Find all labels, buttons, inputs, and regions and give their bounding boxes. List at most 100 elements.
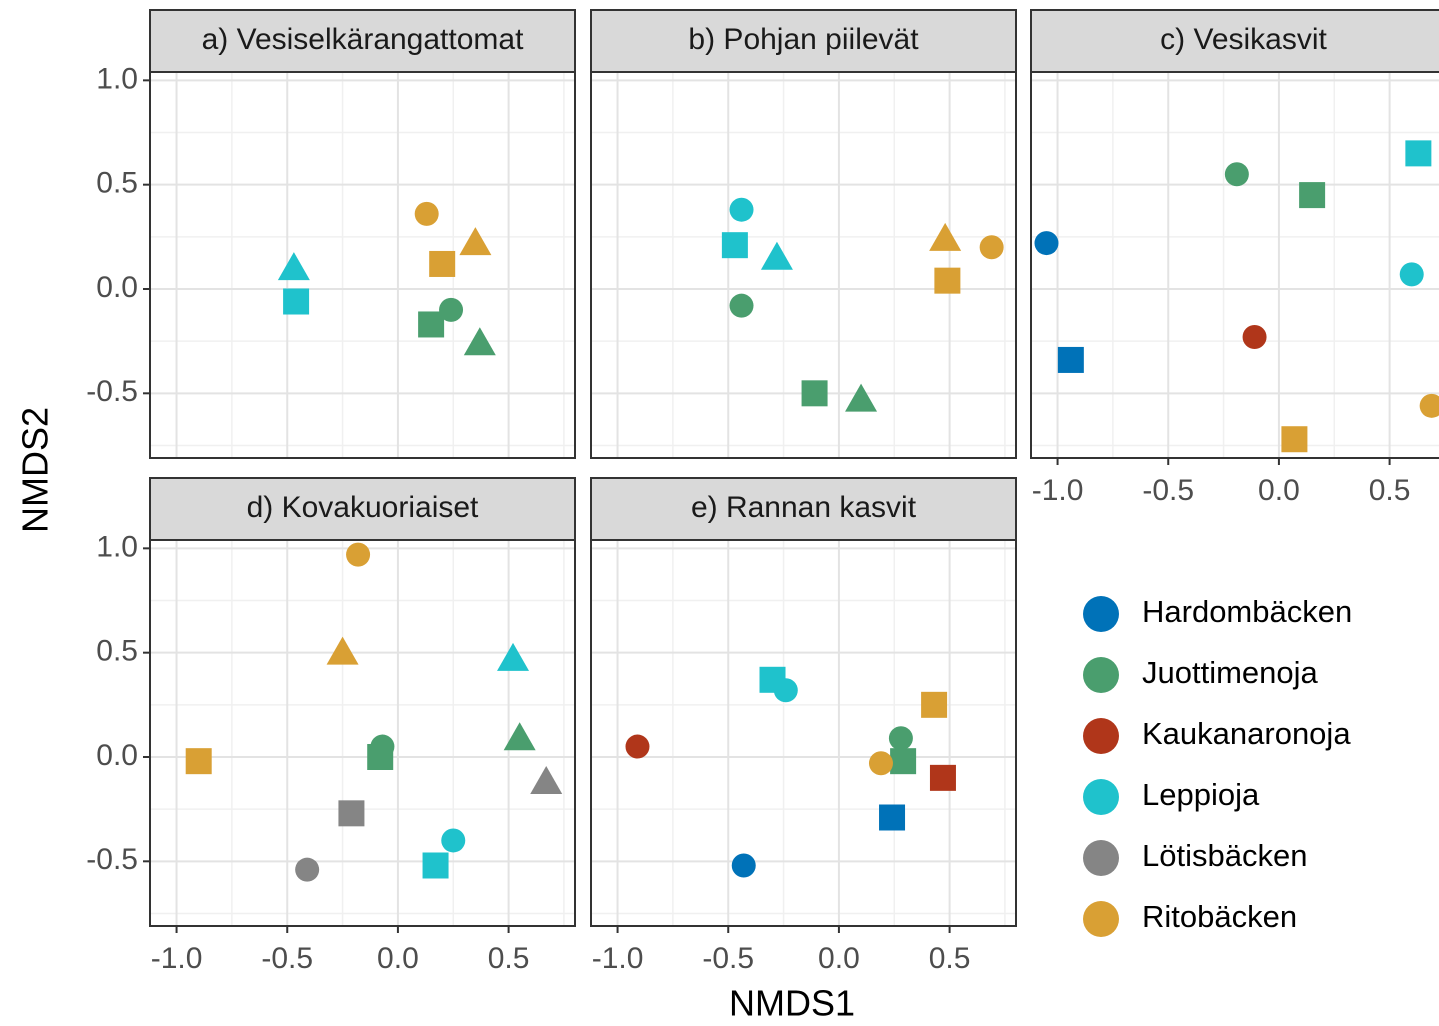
point xyxy=(439,297,464,322)
legend-swatch xyxy=(1083,657,1119,693)
y-tick-label: 0.0 xyxy=(96,739,138,772)
point xyxy=(888,726,913,751)
point xyxy=(929,222,962,251)
x-axis-title: NMDS1 xyxy=(729,983,855,1024)
point xyxy=(934,267,961,294)
point xyxy=(773,678,798,703)
point xyxy=(283,288,310,315)
point xyxy=(625,734,650,759)
point xyxy=(441,828,466,853)
point xyxy=(295,857,320,882)
x-tick-label: 0.0 xyxy=(1258,474,1300,507)
panel: e) Rannan kasvit -1.0 -0.5 0.0 0.5 xyxy=(590,477,1017,975)
legend-label: Ritobäcken xyxy=(1142,899,1297,934)
y-axis-title: NMDS2 xyxy=(15,407,56,533)
x-tick-label: 0.0 xyxy=(377,942,419,975)
strip xyxy=(149,477,576,541)
x-tick-label: -1.0 xyxy=(1032,474,1084,507)
point xyxy=(760,241,793,270)
point xyxy=(418,311,445,338)
point xyxy=(422,852,449,879)
x-tick-label: -1.0 xyxy=(151,942,203,975)
panel-background xyxy=(150,540,575,926)
point xyxy=(1419,393,1439,418)
panel: c) Vesikasvit -1.0 -0.5 0.0 0.5 xyxy=(1030,9,1439,507)
point xyxy=(1224,162,1249,187)
legend-label: Hardombäcken xyxy=(1142,594,1352,629)
strip-title: b) Pohjan piilevät xyxy=(688,23,919,56)
point xyxy=(845,383,878,412)
strip xyxy=(590,477,1017,541)
point xyxy=(721,232,748,259)
legend-swatch xyxy=(1083,596,1119,632)
y-tick-label: 0.5 xyxy=(96,167,138,200)
legend-label: Lötisbäcken xyxy=(1142,838,1307,873)
x-tick-label: -0.5 xyxy=(1142,474,1194,507)
point xyxy=(729,293,754,318)
panel-background xyxy=(591,540,1016,926)
point xyxy=(459,227,492,256)
strip-title: d) Kovakuoriaiset xyxy=(247,491,479,524)
point xyxy=(277,252,310,281)
x-tick-label: 0.5 xyxy=(929,942,971,975)
point xyxy=(729,197,754,222)
y-tick-label: 1.0 xyxy=(96,62,138,95)
legend-swatch xyxy=(1083,901,1119,937)
strip xyxy=(590,9,1017,73)
point xyxy=(346,542,371,567)
point xyxy=(979,235,1004,260)
point xyxy=(414,201,439,226)
point xyxy=(463,327,496,356)
legend-label: Juottimenoja xyxy=(1142,655,1319,690)
point xyxy=(185,748,212,775)
point xyxy=(1242,324,1267,349)
x-tick-label: 0.0 xyxy=(818,942,860,975)
point xyxy=(1399,262,1424,287)
x-tick-label: 0.5 xyxy=(488,942,530,975)
strip xyxy=(1030,9,1439,73)
point xyxy=(429,250,456,277)
point xyxy=(929,764,956,791)
strip xyxy=(149,9,576,73)
strip-title: e) Rannan kasvit xyxy=(691,491,917,524)
legend-label: Kaukanaronoja xyxy=(1142,716,1351,751)
point xyxy=(1299,182,1326,209)
point xyxy=(890,748,917,775)
point xyxy=(530,766,563,795)
panel: d) Kovakuoriaiset -0.5 0.0 0.5 1.0 -1.0 -0.5 0.… xyxy=(86,477,576,975)
point xyxy=(1034,231,1059,256)
x-tick-label: 0.5 xyxy=(1369,474,1411,507)
legend-swatch xyxy=(1083,840,1119,876)
legend-swatch xyxy=(1083,718,1119,754)
point xyxy=(338,800,365,827)
strip-title: a) Vesiselkärangattomat xyxy=(202,23,525,56)
panel: b) Pohjan piilevät xyxy=(590,9,1017,459)
y-tick-label: 1.0 xyxy=(96,530,138,563)
point xyxy=(1057,346,1084,373)
point xyxy=(326,636,359,665)
legend-label: Leppioja xyxy=(1142,777,1260,812)
panel-background xyxy=(1031,72,1439,458)
x-tick-label: -0.5 xyxy=(261,942,313,975)
y-tick-label: -0.5 xyxy=(86,843,138,876)
panel: a) Vesiselkärangattomat -0.5 0.0 0.5 1.0 xyxy=(86,9,576,459)
x-tick-label: -1.0 xyxy=(592,942,644,975)
point xyxy=(497,642,530,671)
y-tick-label: 0.5 xyxy=(96,635,138,668)
panel-background xyxy=(150,72,575,458)
y-tick-label: 0.0 xyxy=(96,271,138,304)
y-tick-label: -0.5 xyxy=(86,375,138,408)
point xyxy=(879,804,906,831)
point xyxy=(503,722,536,751)
point xyxy=(921,691,948,718)
x-tick-label: -0.5 xyxy=(702,942,754,975)
point xyxy=(1405,140,1432,167)
strip-title: c) Vesikasvit xyxy=(1160,23,1327,56)
legend-swatch xyxy=(1083,779,1119,815)
point xyxy=(731,853,756,878)
point xyxy=(868,751,893,776)
point xyxy=(801,380,828,407)
point xyxy=(1281,426,1308,453)
